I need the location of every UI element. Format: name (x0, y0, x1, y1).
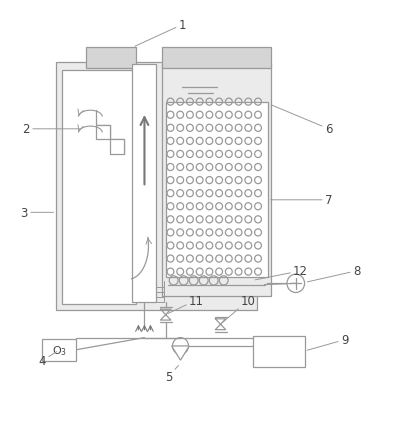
Text: 12: 12 (255, 265, 308, 280)
Bar (86, 48, 136, 69)
Bar (63, 71, 136, 305)
Bar (163, 48, 271, 69)
Text: 4: 4 (39, 352, 57, 367)
Bar (43, 339, 76, 361)
Bar (163, 65, 271, 296)
Bar (96, 125, 111, 140)
Text: 5: 5 (165, 366, 178, 383)
Text: O$_3$: O$_3$ (52, 343, 67, 357)
Bar (56, 63, 256, 311)
Text: 9: 9 (307, 333, 348, 350)
Text: 8: 8 (307, 265, 360, 282)
Bar (253, 336, 304, 367)
Text: 1: 1 (135, 19, 186, 47)
Text: 10: 10 (223, 294, 256, 323)
Text: 6: 6 (271, 105, 332, 136)
Bar (111, 140, 124, 155)
Bar (166, 102, 268, 277)
Text: 7: 7 (271, 194, 332, 207)
Polygon shape (172, 346, 189, 360)
Text: 11: 11 (168, 294, 204, 314)
Text: 3: 3 (21, 206, 54, 219)
Text: 2: 2 (23, 123, 80, 136)
Bar (133, 65, 156, 302)
